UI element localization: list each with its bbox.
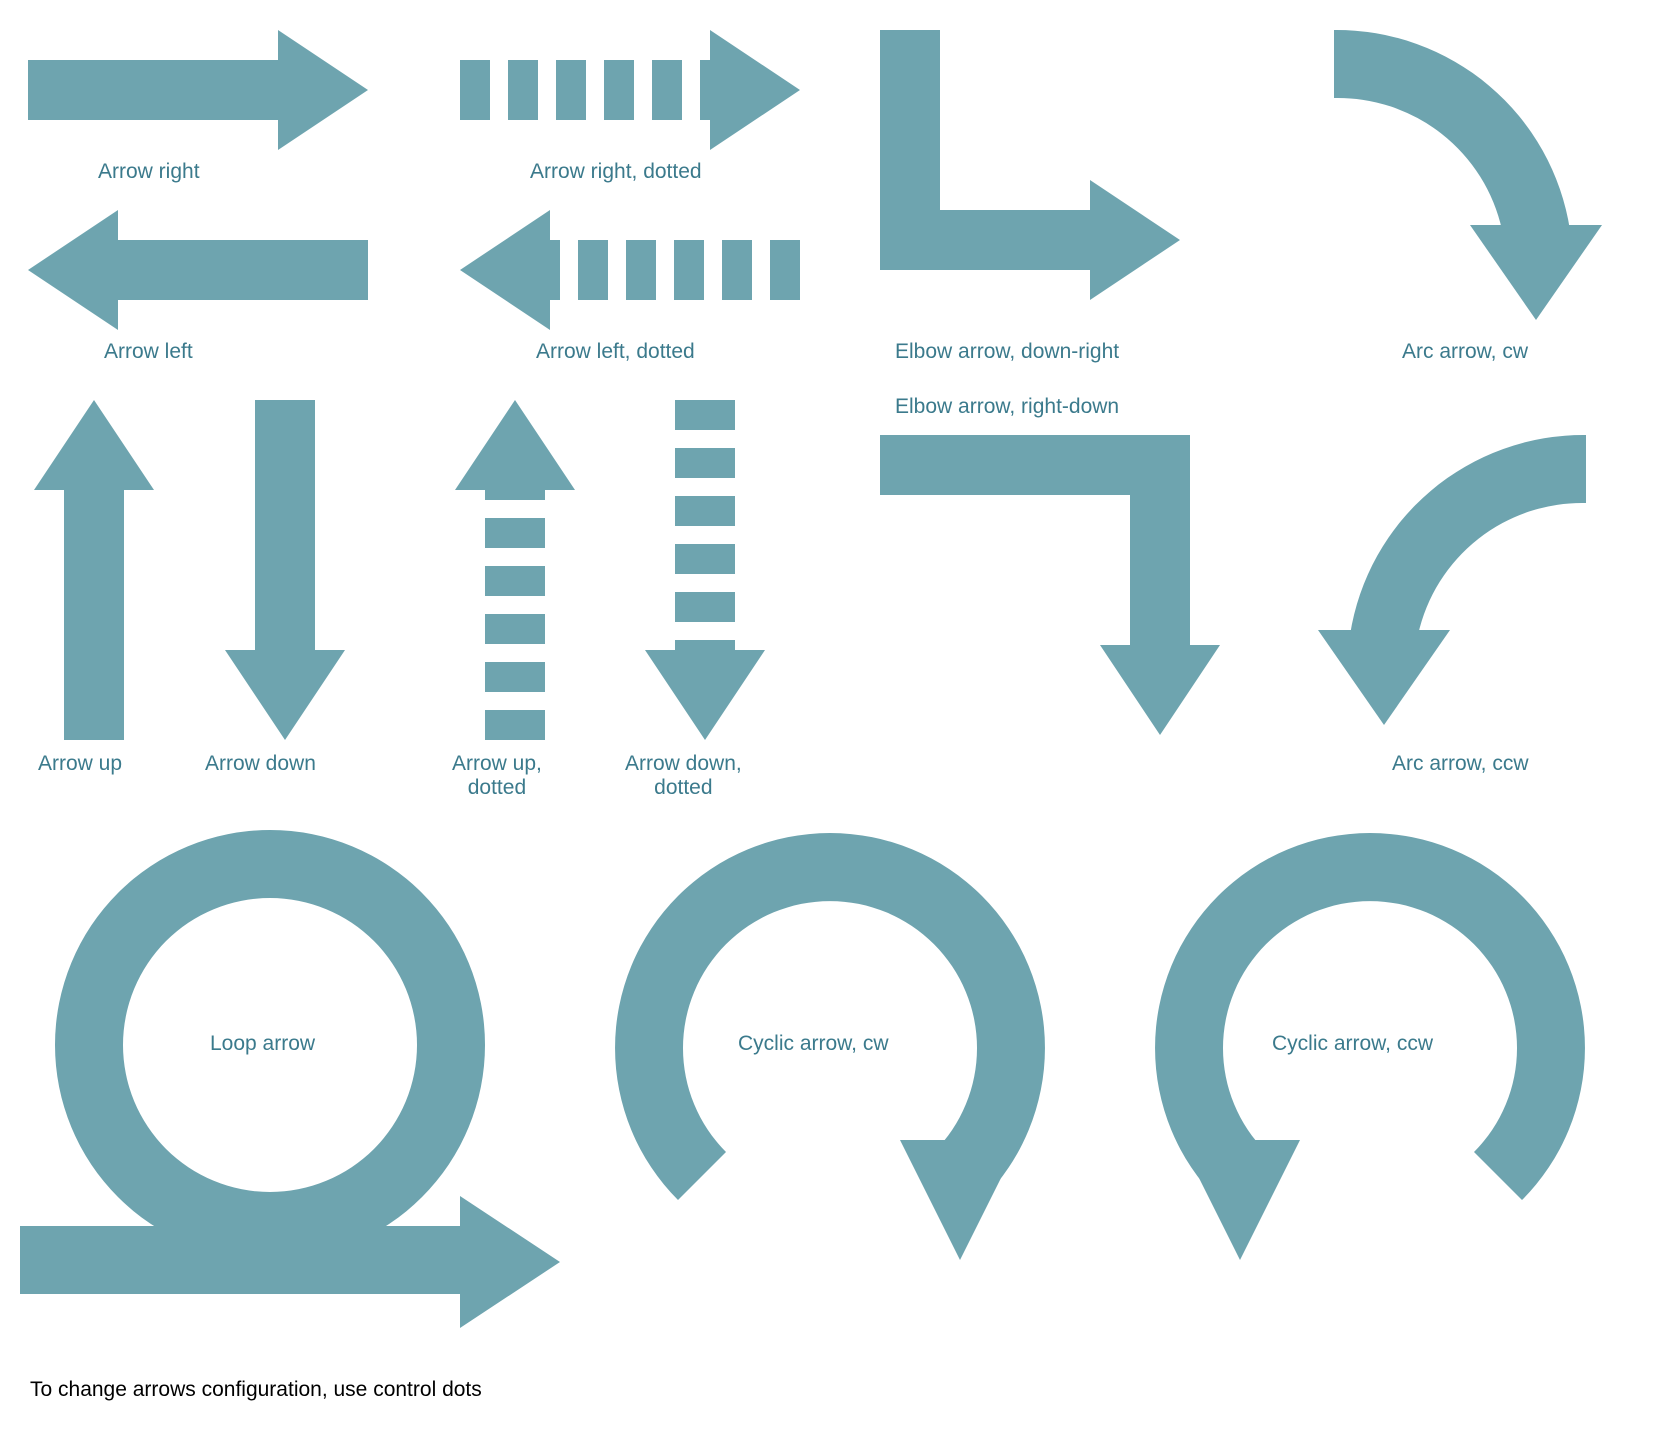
arrow-right-dotted-label: Arrow right, dotted: [530, 160, 702, 184]
arrow-left-dotted-icon: [460, 210, 800, 330]
arrow-down-dotted-label: Arrow down, dotted: [625, 752, 742, 800]
arrow-up-dotted-label: Arrow up, dotted: [452, 752, 542, 800]
arrow-right-label: Arrow right: [98, 160, 200, 184]
elbow-right-down-icon: [880, 435, 1220, 735]
elbow-right-down-label: Elbow arrow, right-down: [895, 395, 1119, 419]
elbow-down-right-label: Elbow arrow, down-right: [895, 340, 1119, 364]
arrow-left-dotted-label: Arrow left, dotted: [536, 340, 695, 364]
loop-arrow-label: Loop arrow: [210, 1032, 315, 1056]
arc-ccw-icon: [1310, 435, 1610, 735]
arrow-up-dotted-icon: [455, 400, 575, 740]
cyclic-cw-icon: [590, 830, 1070, 1330]
arrow-down-icon: [225, 400, 345, 740]
arrow-right-icon: [28, 30, 368, 150]
cyclic-ccw-label: Cyclic arrow, ccw: [1272, 1032, 1433, 1056]
arc-cw-label: Arc arrow, cw: [1402, 340, 1528, 364]
cyclic-cw-label: Cyclic arrow, cw: [738, 1032, 889, 1056]
arrow-down-dotted-icon: [645, 400, 765, 740]
configuration-note: To change arrows configuration, use cont…: [30, 1378, 482, 1402]
arrow-shapes-diagram: Arrow right Arrow right, dotted Arrow le…: [0, 0, 1672, 1446]
arrow-left-icon: [28, 210, 368, 330]
elbow-down-right-icon: [880, 30, 1180, 330]
arrow-left-label: Arrow left: [104, 340, 193, 364]
arc-cw-icon: [1310, 30, 1610, 330]
cyclic-ccw-icon: [1130, 830, 1610, 1330]
arrow-right-dotted-icon: [460, 30, 800, 150]
arc-ccw-label: Arc arrow, ccw: [1392, 752, 1529, 776]
arrow-up-label: Arrow up: [38, 752, 122, 776]
arrow-down-label: Arrow down: [205, 752, 316, 776]
arrow-up-icon: [34, 400, 154, 740]
loop-arrow-icon: [20, 830, 560, 1370]
